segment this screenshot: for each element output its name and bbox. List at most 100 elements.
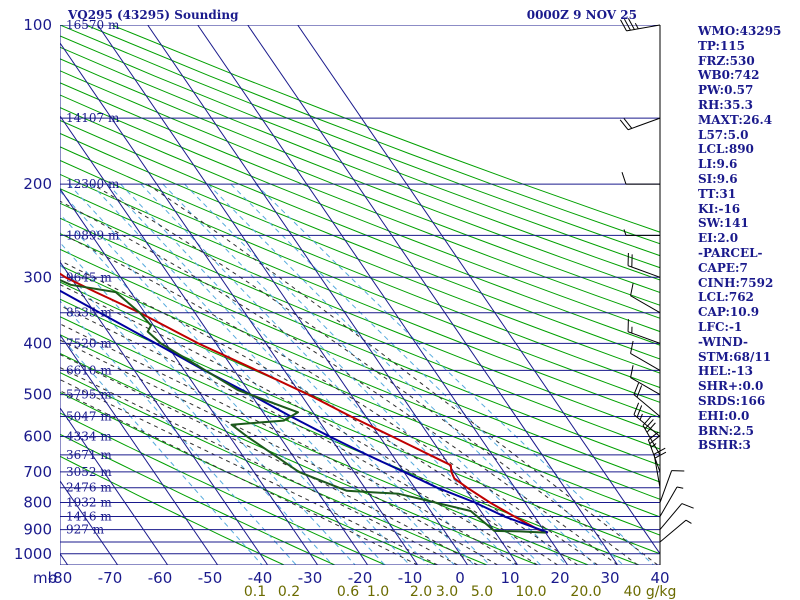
- mixing-ratio-line: [60, 263, 334, 565]
- dry-adiabat-line: [60, 70, 660, 306]
- mixing-ratio-label: 0.1: [244, 584, 266, 600]
- mixing-ratio-line: [184, 183, 568, 565]
- wind-barb-staff: [626, 24, 661, 32]
- wind-barb-flag: [623, 18, 631, 31]
- height-label: 7520 m: [66, 336, 112, 350]
- height-label: 3052 m: [66, 465, 112, 479]
- mixing-ratio-line: [230, 183, 624, 565]
- mixing-ratio-label: 0.2: [278, 584, 300, 600]
- sounding-trace: [60, 278, 546, 534]
- moist-adiabat-line: [60, 200, 618, 565]
- isotherm-line: [60, 42, 419, 565]
- wind-barb: [659, 503, 694, 530]
- index-item: -PARCEL-: [698, 245, 763, 260]
- height-label: 9645 m: [66, 270, 112, 284]
- wind-barb-flag: [654, 451, 667, 459]
- wind-barb-flag: [620, 19, 627, 32]
- wind-barb-flag: [630, 365, 634, 378]
- temperature-tick-label: 20: [550, 569, 569, 587]
- pressure-tick-label: 500: [23, 386, 52, 404]
- wind-barb-flag: [619, 119, 629, 131]
- wind-barb-flag: [627, 18, 635, 30]
- pressure-tick-label: 1000: [14, 545, 52, 563]
- pressure-tick-label: 200: [23, 175, 52, 193]
- index-item: SHR+:0.0: [698, 379, 764, 394]
- wind-barb-flag: [630, 340, 634, 354]
- temperature-tick-label: -10: [398, 569, 423, 587]
- wind-barb: [621, 172, 660, 185]
- moist-adiabat-line: [60, 353, 478, 565]
- index-item: STM:68/11: [698, 349, 772, 364]
- pressure-tick-label: 800: [23, 494, 52, 512]
- height-label: 8535 m: [66, 306, 112, 320]
- wind-barb: [653, 447, 667, 488]
- temperature-tick-label: -40: [248, 569, 273, 587]
- mixing-ratio-lines: [60, 183, 654, 565]
- height-label: 2476 m: [66, 481, 112, 495]
- dry-adiabat-line: [60, 132, 660, 374]
- wind-barb-half-flag: [623, 229, 627, 236]
- wind-barb-staff: [659, 519, 687, 543]
- dry-adiabat-line: [60, 248, 660, 500]
- height-label: 1416 m: [66, 509, 112, 523]
- dry-adiabat-line: [60, 94, 660, 333]
- dry-adiabat-line: [60, 412, 386, 565]
- wind-barb-staff: [642, 425, 661, 456]
- moist-adiabat-line: [60, 339, 498, 565]
- mixing-ratio-label: 40 g/kg: [624, 584, 677, 600]
- moist-adiabat-line: [60, 390, 418, 565]
- index-item: LCL:762: [698, 290, 754, 305]
- height-label: 14107 m: [66, 111, 120, 125]
- height-label: 12300 m: [66, 177, 120, 191]
- wind-barb-staff: [627, 331, 661, 344]
- mixing-ratio-label: 1.0: [367, 584, 389, 600]
- wind-barb-flag: [644, 419, 654, 430]
- sounding-traces: [60, 272, 549, 534]
- dry-adiabat-line: [60, 159, 660, 403]
- dry-adiabat-line: [60, 46, 660, 281]
- temperature-tick-label: 40: [650, 569, 669, 587]
- moist-adiabat-line: [147, 183, 659, 565]
- mixing-ratio-line: [107, 183, 475, 565]
- wind-barb-flag: [633, 402, 640, 415]
- temperature-tick-label: 10: [500, 569, 519, 587]
- index-item: TP:115: [698, 38, 746, 53]
- pressure-tick-label: 600: [23, 427, 52, 445]
- height-label: 10899 m: [66, 228, 120, 242]
- index-item: FRZ:530: [698, 53, 755, 68]
- isotherm-line: [297, 25, 660, 555]
- height-label: 5795 m: [66, 388, 112, 402]
- index-item: SI:9.6: [698, 171, 738, 186]
- wind-barb-flag: [636, 405, 643, 418]
- index-item: EI:2.0: [698, 231, 739, 246]
- dry-adiabat-line: [60, 107, 660, 346]
- wind-barb: [630, 365, 661, 396]
- mixing-ratio-label: 3.0: [436, 584, 458, 600]
- isotherm-line: [247, 25, 619, 565]
- dry-adiabat-line: [60, 352, 538, 565]
- wind-barb-flag: [653, 447, 666, 455]
- mixing-ratio-line: [60, 335, 263, 565]
- index-item: CAPE:7: [698, 260, 748, 275]
- wind-barb-flag: [649, 435, 660, 445]
- isotherm-line: [147, 25, 519, 565]
- temperature-tick-label: -30: [298, 569, 323, 587]
- wind-barb: [627, 319, 661, 344]
- index-item: KI:-16: [698, 201, 741, 216]
- wind-barb-staff: [653, 454, 661, 488]
- temperature-tick-label: -70: [98, 569, 123, 587]
- isotherm-line: [60, 333, 219, 565]
- wind-barb-staff: [659, 503, 683, 530]
- isotherm-line: [60, 552, 69, 565]
- dry-adiabat-line: [60, 58, 660, 294]
- isotherm-line: [0, 25, 18, 565]
- dry-adiabat-line: [60, 455, 285, 565]
- mixing-ratio-line: [90, 183, 455, 565]
- index-item: SW:141: [698, 216, 749, 231]
- index-item: LCL:890: [698, 142, 754, 157]
- wind-barb-flag: [623, 118, 633, 129]
- mixing-ratio-label: 20.0: [570, 584, 601, 600]
- dry-adiabat-line: [60, 202, 660, 450]
- wind-barb-staff: [627, 117, 661, 131]
